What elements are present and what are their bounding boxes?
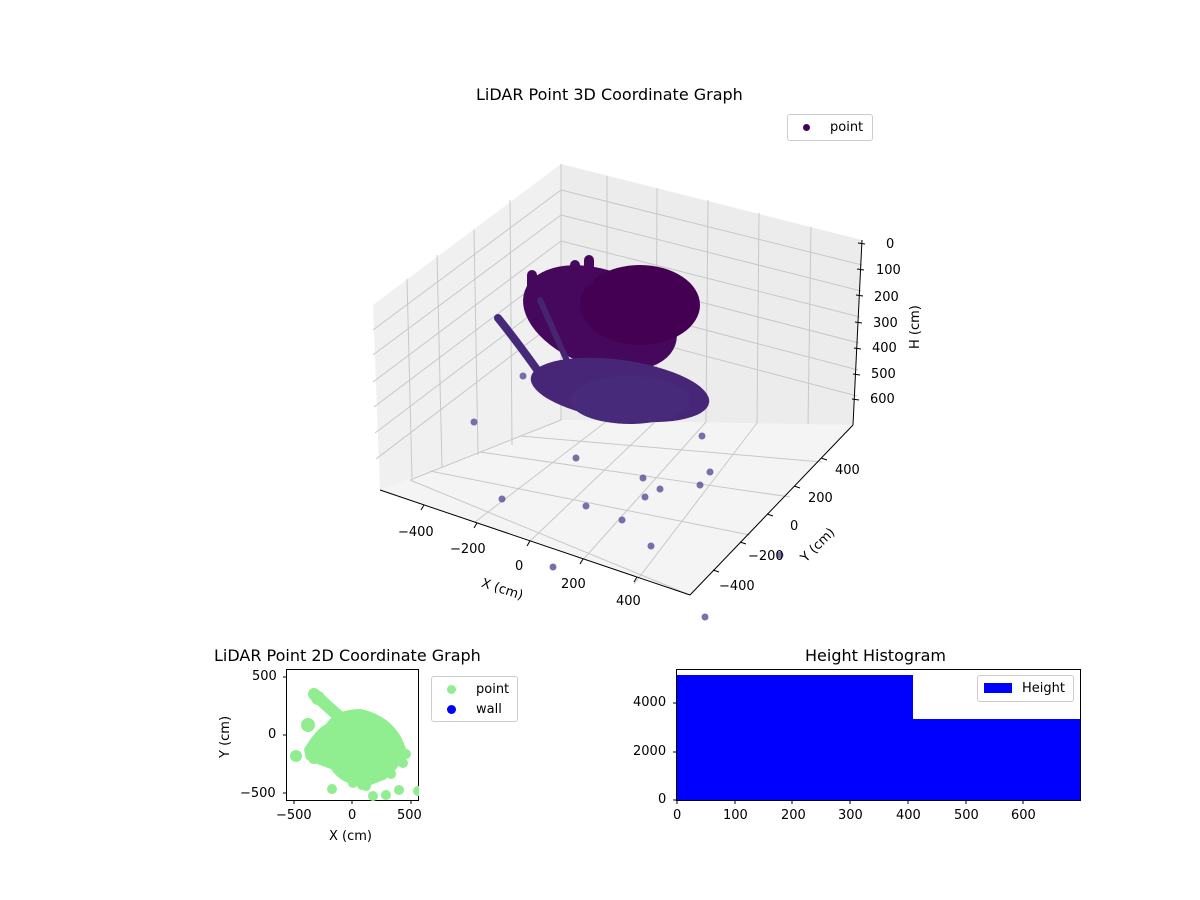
y-tick-label: 200 — [808, 491, 833, 506]
x-tick-label: 0 — [673, 808, 682, 823]
z-tick-label: 100 — [876, 263, 901, 278]
z-tick-label: 600 — [870, 392, 895, 407]
legend-point-marker — [447, 684, 456, 694]
x-tick-label: −200 — [450, 542, 486, 557]
hist-legend: Height — [977, 675, 1074, 702]
legend-point-label: point — [476, 681, 510, 697]
legend-point-marker — [803, 123, 810, 131]
z-tick-label: 400 — [872, 341, 897, 356]
y-tick-label: 400 — [835, 463, 860, 478]
x-tick-label: −500 — [276, 808, 312, 823]
plot2d-ticks — [283, 676, 412, 804]
hist-title: Height Histogram — [805, 646, 946, 665]
x-tick-label: −400 — [398, 525, 434, 540]
hist-bar-2 — [913, 719, 1080, 800]
y-tick-label: −400 — [719, 579, 755, 594]
z-tick-label: 300 — [873, 316, 898, 331]
y-tick-label: −500 — [240, 786, 276, 801]
z-tick-label: 0 — [886, 237, 895, 252]
x-tick-label: 600 — [1011, 808, 1036, 823]
z-axis-label: H (cm) — [908, 305, 923, 349]
y-tick-label: 4000 — [633, 695, 667, 710]
x-axis-label: X (cm) — [329, 829, 372, 844]
point-cloud-3d — [494, 255, 710, 424]
x-tick-label: 200 — [561, 577, 586, 592]
y-axis-label: Y (cm) — [218, 715, 233, 758]
legend-wall-marker — [447, 704, 456, 714]
floor-pane — [380, 420, 853, 595]
y-tick-label: 2000 — [633, 744, 667, 759]
plot2d-title: LiDAR Point 2D Coordinate Graph — [214, 646, 481, 665]
z-tick-label: 500 — [871, 367, 896, 382]
y-tick-label: 0 — [268, 727, 277, 742]
ticks — [420, 242, 866, 583]
x-tick-label: 0 — [348, 808, 357, 823]
outlier-points-2d — [327, 778, 419, 801]
y-tick-label: −200 — [748, 549, 784, 564]
plot3d-legend: point — [787, 114, 873, 141]
plot3d-axes — [372, 164, 866, 621]
x-tick-label: 300 — [838, 808, 863, 823]
x-tick-label: 100 — [723, 808, 748, 823]
legend-height-label: Height — [1022, 680, 1065, 696]
x-tick-label: 500 — [397, 808, 422, 823]
z-tick-label: 200 — [874, 290, 899, 305]
outlier-points-3d — [470, 372, 784, 621]
x-tick-label: 200 — [781, 808, 806, 823]
y-tick-label: 0 — [790, 519, 799, 534]
legend-point-label: point — [830, 119, 864, 135]
hist-bar-1 — [677, 675, 913, 800]
x-tick-label: 400 — [896, 808, 921, 823]
y-tick-label: 500 — [252, 669, 277, 684]
plot2d-legend: point wall — [431, 676, 518, 722]
axis-lines — [379, 239, 863, 596]
plot3d-title: LiDAR Point 3D Coordinate Graph — [476, 85, 743, 104]
legend-height-swatch — [984, 683, 1012, 693]
left-pane — [373, 164, 561, 490]
x-tick-label: 0 — [515, 559, 524, 574]
y-tick-label: 0 — [658, 792, 667, 807]
x-tick-label: 400 — [616, 594, 641, 609]
x-tick-label: 500 — [954, 808, 979, 823]
plot2d-area — [286, 669, 419, 801]
legend-wall-label: wall — [476, 701, 502, 717]
